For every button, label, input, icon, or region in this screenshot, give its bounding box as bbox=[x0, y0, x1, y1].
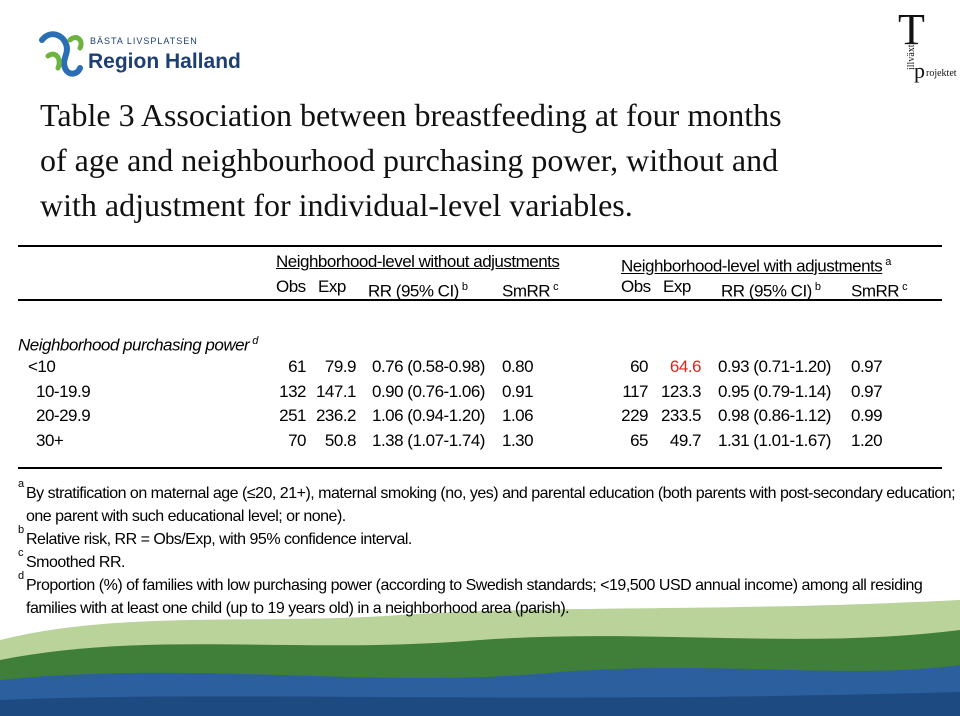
group-header: Neighborhood-level with adjustments a bbox=[621, 252, 891, 277]
landscape-band bbox=[0, 600, 960, 716]
table-cell: 0.80 bbox=[502, 357, 534, 376]
table-cell: 1.38 (1.07-1.74) bbox=[372, 431, 485, 451]
row-label: <10 bbox=[28, 357, 56, 376]
section-label-text: Neighborhood purchasing power bbox=[18, 335, 250, 355]
column-header-text: RR (95% CI) bbox=[721, 281, 812, 301]
table-cell: 60 bbox=[630, 357, 648, 376]
footnote-line: Relative risk, RR = Obs/Exp, with 95% co… bbox=[26, 531, 412, 548]
superscript: d bbox=[252, 335, 258, 347]
row-label: 20-29.9 bbox=[36, 406, 91, 426]
table-cell: 0.98 (0.86-1.12) bbox=[718, 406, 831, 426]
superscript: b bbox=[814, 281, 821, 293]
row-label: 10-19.9 bbox=[36, 381, 91, 401]
column-header: Exp bbox=[318, 277, 346, 297]
footnote-mark: d bbox=[18, 570, 25, 582]
table-cell: 1.30 bbox=[502, 431, 534, 451]
column-header-text: Exp bbox=[663, 277, 691, 296]
column-header: Obs bbox=[621, 277, 651, 297]
column-header-text: Obs bbox=[621, 277, 651, 296]
superscript: b bbox=[461, 281, 468, 293]
row-label: 30+ bbox=[36, 431, 64, 451]
title-line: of age and neighbourhood purchasing powe… bbox=[40, 142, 779, 178]
table-bottom-rule bbox=[18, 467, 942, 469]
table-cell: 1.06 (0.94-1.20) bbox=[372, 406, 485, 426]
footnote-line: Proportion (%) of families with low purc… bbox=[26, 577, 923, 594]
table-cell: 70 bbox=[288, 431, 306, 451]
table-cell: 0.99 bbox=[851, 406, 883, 426]
table-cell: 0.91 bbox=[502, 381, 534, 401]
footnote-line: families with at least one child (up to … bbox=[26, 600, 570, 617]
footnote-mark: a bbox=[18, 478, 25, 490]
logo-tagline: BÄSTA LIVSPLATSEN bbox=[90, 36, 198, 46]
table-cell: 123.3 bbox=[660, 381, 702, 401]
group-header-text: Neighborhood-level without adjustments bbox=[276, 252, 560, 271]
table-cell: 64.6 bbox=[669, 357, 702, 376]
table-cell: 65 bbox=[630, 431, 648, 451]
table-cell: 49.7 bbox=[669, 431, 702, 451]
table-cell: 0.97 bbox=[851, 357, 883, 376]
title-line: with adjustment for individual-level var… bbox=[40, 187, 633, 223]
column-header-text: Obs bbox=[276, 277, 306, 296]
logo-rest: rojektet bbox=[926, 68, 957, 79]
table-cell: 61 bbox=[288, 357, 306, 376]
table-cell: 251 bbox=[279, 406, 306, 426]
column-header: SmRR c bbox=[851, 277, 908, 302]
logo-p: p bbox=[914, 58, 925, 83]
table-cell: 117 bbox=[622, 381, 648, 401]
logo-initial: T bbox=[898, 5, 925, 54]
table-cell: 132 bbox=[279, 381, 306, 401]
table-cell: 79.9 bbox=[324, 357, 357, 376]
footnote-mark: b bbox=[18, 524, 25, 536]
column-header: SmRR c bbox=[502, 277, 559, 302]
region-logo-icon bbox=[39, 31, 84, 77]
column-header: RR (95% CI) b bbox=[368, 277, 468, 302]
column-header-text: RR (95% CI) bbox=[368, 281, 459, 301]
table-cell: 0.97 bbox=[851, 381, 883, 401]
table-cell: 147.1 bbox=[315, 381, 357, 401]
title-line: Table 3 Association between breastfeedin… bbox=[40, 97, 782, 133]
group-header: Neighborhood-level without adjustments bbox=[276, 252, 560, 272]
column-header: Exp bbox=[663, 277, 691, 297]
group-header-text: Neighborhood-level with adjustments bbox=[621, 256, 883, 276]
column-header-text: SmRR bbox=[502, 281, 551, 301]
table-cell: 50.8 bbox=[324, 431, 357, 451]
table-cell: 1.06 bbox=[502, 406, 534, 426]
footnote-line: By stratification on maternal age (≤20, … bbox=[26, 485, 956, 502]
column-header: Obs bbox=[276, 277, 306, 297]
logo-name: Region Halland bbox=[88, 50, 241, 73]
table-cell: 0.93 (0.71-1.20) bbox=[718, 357, 831, 376]
table-cell: 229 bbox=[621, 406, 648, 426]
table-cell: 0.76 (0.58-0.98) bbox=[372, 357, 485, 376]
superscript: c bbox=[553, 281, 559, 293]
table-cell: 0.90 (0.76-1.06) bbox=[372, 381, 485, 401]
section-label: Neighborhood purchasing power d bbox=[18, 331, 258, 356]
column-header-text: SmRR bbox=[851, 281, 900, 301]
table-cell: 1.31 (1.01-1.67) bbox=[718, 431, 831, 451]
table-cell: 236.2 bbox=[315, 406, 357, 426]
footnote-line: one parent with such educational level; … bbox=[26, 508, 346, 525]
column-header: RR (95% CI) b bbox=[721, 277, 821, 302]
superscript: a bbox=[885, 256, 891, 268]
table-cell: 233.5 bbox=[660, 406, 702, 426]
column-header-text: Exp bbox=[318, 277, 346, 296]
footnote-line: Smoothed RR. bbox=[26, 554, 125, 571]
header-rule bbox=[18, 299, 942, 301]
table-top-rule bbox=[18, 245, 942, 247]
table-cell: 1.20 bbox=[851, 431, 883, 451]
superscript: c bbox=[902, 281, 908, 293]
table-cell: 0.95 (0.79-1.14) bbox=[718, 381, 831, 401]
footnote-mark: c bbox=[18, 547, 24, 559]
